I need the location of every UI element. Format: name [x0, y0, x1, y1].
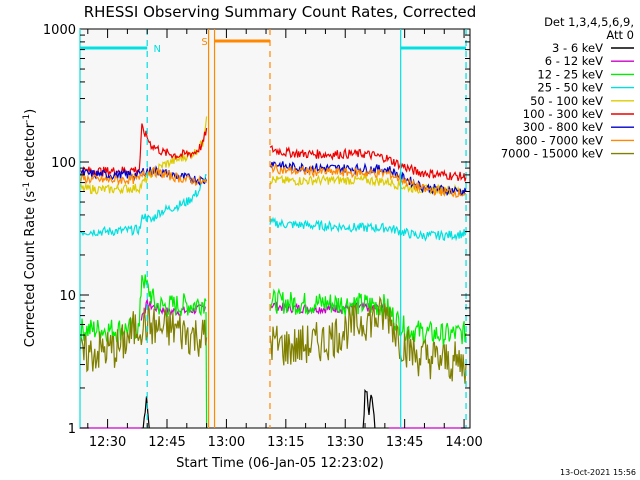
- legend-label-300-800-kev: 300 - 800 keV: [523, 120, 603, 134]
- y-axis-ticks: 1 10 100 1000: [43, 23, 470, 437]
- legend-label-100-300-kev: 100 - 300 keV: [523, 107, 603, 121]
- series-25-50-kev: [79, 174, 467, 242]
- x-axis-label: Start Time (06-Jan-05 12:23:02): [176, 456, 384, 471]
- series-100-300-kev-segment-1: [269, 145, 467, 182]
- chart-title: RHESSI Observing Summary Count Rates, Co…: [84, 3, 477, 21]
- x-axis-ticks: 12:30 12:45 13:00 13:15 13:30 13:45 14:00: [87, 29, 483, 450]
- series-25-50-kev-segment-1: [269, 216, 467, 242]
- plot-area: NS: [79, 28, 471, 429]
- x-tick-label: 13:15: [267, 435, 304, 450]
- legend-label-800-7000-kev: 800 - 7000 keV: [515, 133, 603, 147]
- y-axis-label: Corrected Count Rate (s-1 detector-1): [22, 109, 38, 347]
- series-7000-15000-kev-segment-1: [269, 295, 467, 384]
- series-7000-15000-kev: [79, 295, 467, 384]
- flag-n-label: N: [153, 44, 160, 55]
- series-3-6-kev-segment-1: [362, 388, 376, 429]
- series-6-12-kev-segment-1: [140, 297, 206, 321]
- legend-header-line-1: Det 1,3,4,5,6,9,: [544, 15, 634, 29]
- timestamp: 13-Oct-2021 15:56: [560, 468, 636, 477]
- y-tick-label: 1000: [43, 23, 76, 38]
- series-12-25-kev-segment-1: [205, 311, 208, 429]
- series-12-25-kev: [79, 274, 467, 429]
- plot-frame: [79, 28, 471, 429]
- flag-s-label: S: [201, 37, 207, 48]
- series-50-100-kev-segment-0: [79, 116, 208, 195]
- legend-label-25-50-kev: 25 - 50 keV: [537, 81, 603, 95]
- series-3-6-kev-segment-0: [142, 396, 150, 429]
- legend-header-line-2: Att 0: [606, 28, 634, 42]
- series-100-300-kev-segment-0: [79, 123, 208, 178]
- series-3-6-kev: [142, 388, 376, 429]
- x-tick-label: 12:45: [148, 435, 185, 450]
- x-tick-label: 13:00: [208, 435, 245, 450]
- legend-label-7000-15000-kev: 7000 - 15000 keV: [501, 147, 603, 161]
- flag-n: N: [79, 29, 467, 428]
- x-tick-label: 13:45: [386, 435, 423, 450]
- series-800-7000-kev: [79, 163, 467, 198]
- series-800-7000-kev-segment-0: [79, 166, 208, 187]
- legend-label-6-12-kev: 6 - 12 keV: [545, 54, 603, 68]
- x-tick-label: 14:00: [445, 435, 482, 450]
- x-tick-label: 12:30: [89, 435, 126, 450]
- x-tick-label: 13:30: [327, 435, 364, 450]
- flag-s: S: [201, 29, 271, 428]
- series-300-800-kev-segment-0: [79, 165, 208, 186]
- legend-label-50-100-kev: 50 - 100 keV: [530, 94, 603, 108]
- series-12-25-kev-segment-2: [269, 287, 467, 347]
- legend-label-3-6-kev: 3 - 6 keV: [552, 41, 603, 55]
- series-25-50-kev-segment-0: [79, 174, 207, 238]
- series-7000-15000-kev-segment-0: [79, 305, 208, 373]
- legend-label-12-25-kev: 12 - 25 keV: [537, 67, 603, 81]
- y-tick-label: 10: [59, 289, 76, 304]
- series-100-300-kev: [79, 123, 467, 182]
- y-tick-label: 100: [51, 156, 76, 171]
- series-12-25-kev-segment-0: [79, 274, 207, 343]
- y-tick-label: 1: [68, 422, 76, 437]
- series-800-7000-kev-segment-1: [269, 163, 467, 198]
